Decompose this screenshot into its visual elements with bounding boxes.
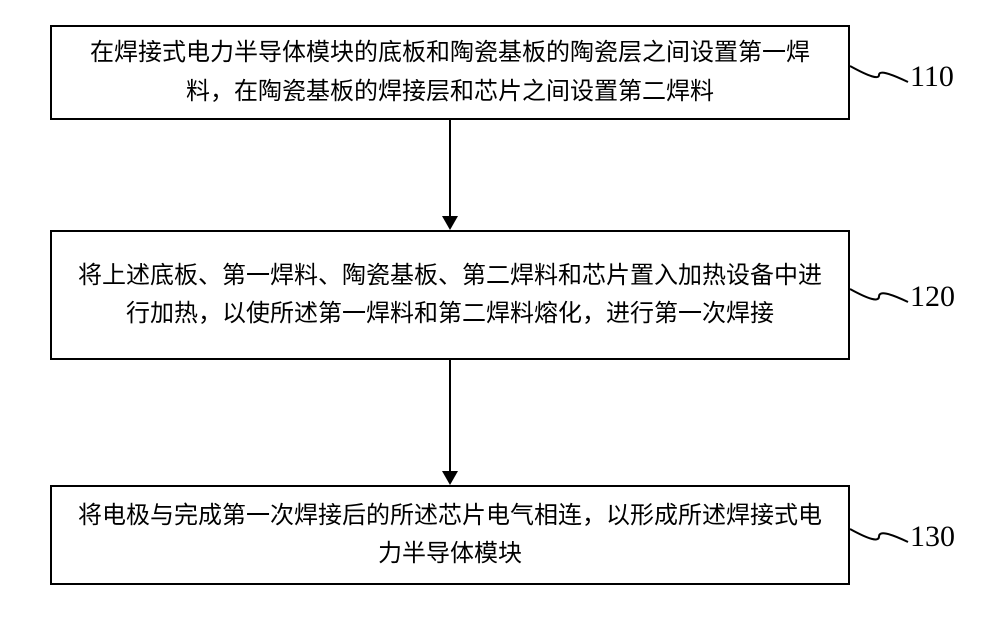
step-number-label: 110 bbox=[910, 60, 954, 94]
step-number-label: 130 bbox=[910, 520, 955, 554]
flow-step-step1: 在焊接式电力半导体模块的底板和陶瓷基板的陶瓷层之间设置第一焊料，在陶瓷基板的焊接… bbox=[50, 25, 850, 120]
flow-step-text: 将电极与完成第一次焊接后的所述芯片电气相连，以形成所述焊接式电力半导体模块 bbox=[72, 497, 828, 574]
connector-curve bbox=[850, 525, 912, 548]
step-number-label: 120 bbox=[910, 280, 955, 314]
flowchart-canvas: 在焊接式电力半导体模块的底板和陶瓷基板的陶瓷层之间设置第一焊料，在陶瓷基板的焊接… bbox=[0, 0, 1000, 632]
flow-step-text: 将上述底板、第一焊料、陶瓷基板、第二焊料和芯片置入加热设备中进行加热，以使所述第… bbox=[72, 257, 828, 334]
flow-step-step2: 将上述底板、第一焊料、陶瓷基板、第二焊料和芯片置入加热设备中进行加热，以使所述第… bbox=[50, 230, 850, 360]
arrow-head-icon bbox=[442, 216, 458, 230]
arrow-head-icon bbox=[442, 471, 458, 485]
arrow-line bbox=[449, 360, 451, 473]
connector-curve bbox=[850, 285, 912, 308]
flow-step-text: 在焊接式电力半导体模块的底板和陶瓷基板的陶瓷层之间设置第一焊料，在陶瓷基板的焊接… bbox=[72, 34, 828, 111]
flow-step-step3: 将电极与完成第一次焊接后的所述芯片电气相连，以形成所述焊接式电力半导体模块 bbox=[50, 485, 850, 585]
connector-curve bbox=[850, 62, 912, 88]
arrow-line bbox=[449, 120, 451, 218]
